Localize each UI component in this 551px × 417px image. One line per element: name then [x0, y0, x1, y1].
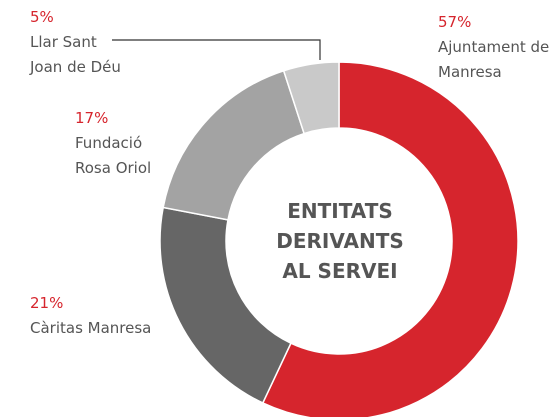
donut-slice [282, 61, 340, 135]
slice-label: 17% Fundació Rosa Oriol [75, 106, 175, 181]
value-label: 57% [438, 13, 472, 31]
value-label: 5% [30, 8, 54, 26]
category-label: Ajuntament de Manresa [438, 38, 550, 81]
slice-label: 21% Càritas Manresa [30, 291, 190, 341]
category-label: Llar Sant Joan de Déu [30, 33, 121, 76]
category-label: Fundació Rosa Oriol [75, 134, 152, 177]
category-label: Càritas Manresa [30, 319, 152, 337]
value-label: 17% [75, 109, 109, 127]
value-label: 21% [30, 294, 64, 312]
donut-slice [159, 206, 292, 404]
slice-label: 57% Ajuntament de Manresa [438, 10, 550, 85]
slice-label: 5% Llar Sant Joan de Déu [30, 5, 126, 80]
chart-title: ENTITATS DERIVANTS AL SERVEI [276, 199, 404, 283]
leader-line [112, 39, 321, 60]
